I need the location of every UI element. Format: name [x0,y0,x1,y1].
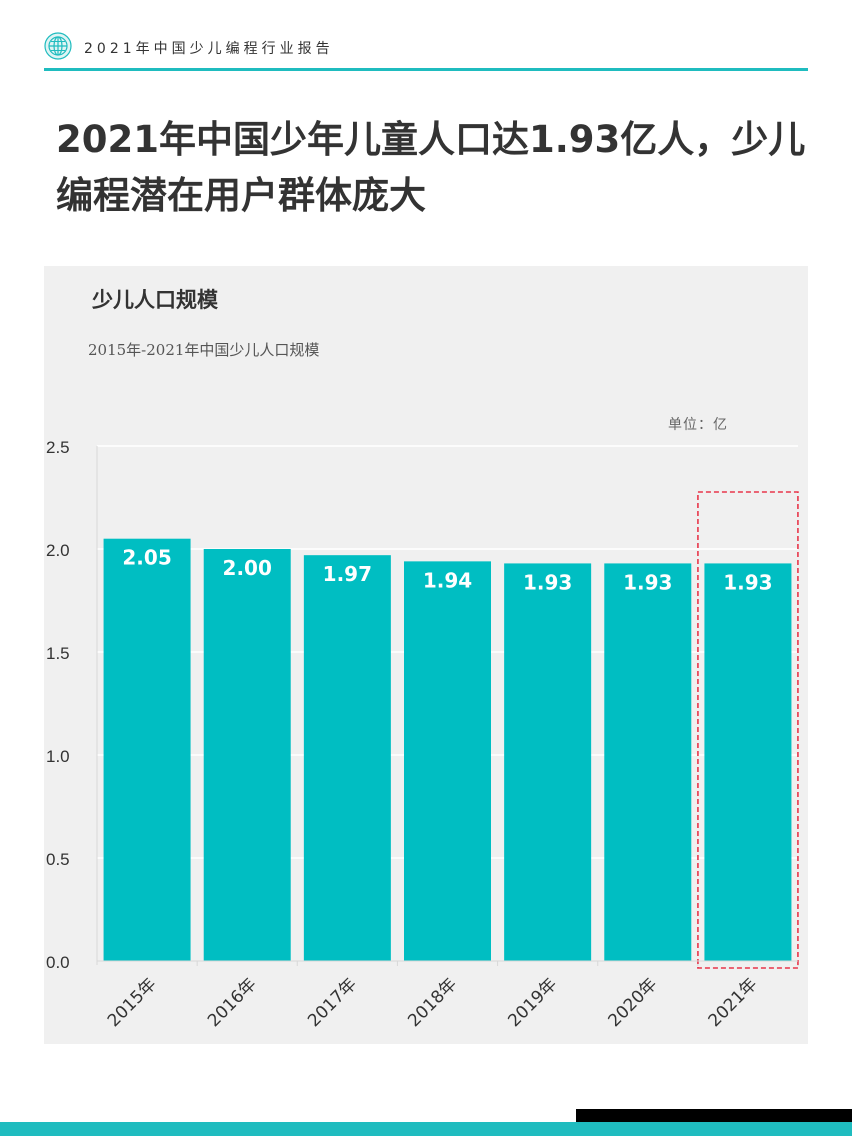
unit-label: 单位：亿 [668,417,728,433]
bar [504,563,592,961]
y-tick-label: 0.5 [46,850,70,869]
bar [604,563,692,961]
header-divider [44,68,808,71]
y-tick-label: 2.5 [46,438,70,457]
bar [404,561,491,961]
footer-accent-bar [0,1122,852,1136]
bar-value-label: 2.05 [122,546,171,570]
bar-value-label: 1.94 [423,568,472,592]
bar [203,549,291,961]
bar [303,555,391,961]
x-tick-label: 2015年 [104,974,161,1031]
y-tick-label: 2.0 [46,541,70,560]
y-tick-label: 1.0 [46,747,70,766]
chart-subtitle: 2015年-2021年中国少儿人口规模 [88,341,320,359]
bar-value-label: 1.93 [523,570,572,594]
headline-line-2: 编程潜在用户群体庞大 [56,174,426,217]
x-tick-label: 2017年 [304,974,361,1031]
report-header: 2021年中国少儿编程行业报告 [44,32,808,70]
footer-accent-black [576,1109,852,1122]
y-tick-label: 0.0 [46,953,70,972]
bar-value-label: 1.93 [623,570,672,594]
highlight-box [697,491,799,969]
x-tick-label: 2019年 [504,974,561,1031]
bar [704,563,792,961]
bar [103,538,191,961]
x-tick-label: 2021年 [705,974,762,1031]
page-headline: 2021年中国少年儿童人口达1.93亿人，少儿 编程潜在用户群体庞大 [56,112,806,224]
x-tick-label: 2016年 [204,974,261,1031]
bar-value-label: 1.97 [323,562,372,586]
bar-value-label: 2.00 [223,556,272,580]
x-tick-label: 2018年 [404,974,461,1031]
report-title: 2021年中国少儿编程行业报告 [84,41,334,57]
headline-line-1: 2021年中国少年儿童人口达1.93亿人，少儿 [56,118,806,161]
chart-title: 少儿人口规模 [92,288,218,312]
globe-icon [44,32,72,60]
bar-value-label: 1.93 [723,570,772,594]
y-tick-label: 1.5 [46,644,70,663]
x-tick-label: 2020年 [605,974,662,1031]
